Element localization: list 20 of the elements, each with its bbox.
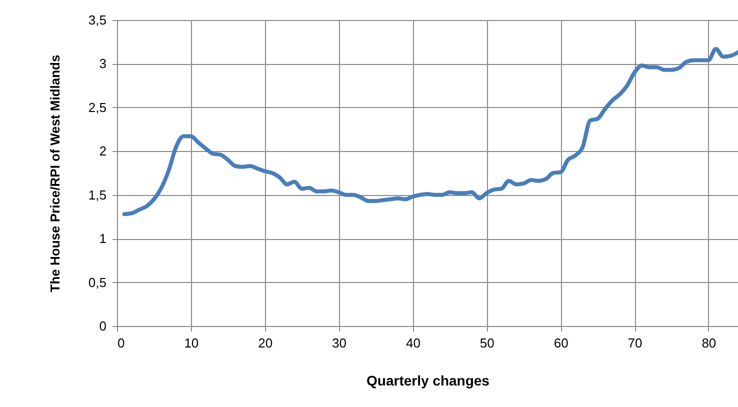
x-tick-label: 70: [628, 336, 642, 350]
x-axis-title: Quarterly changes: [366, 372, 490, 388]
y-tick-label: 1,5: [88, 187, 106, 202]
y-tick-label: 0: [99, 318, 106, 334]
y-tick-label: 2,5: [88, 100, 106, 115]
x-tick-label: 60: [554, 336, 568, 350]
y-tick-label: 1: [99, 231, 106, 246]
x-tick-label: 80: [702, 336, 716, 350]
y-tick-label: 2: [99, 144, 106, 159]
x-tick-label: 10: [184, 336, 199, 350]
y-tick-label: 3: [99, 56, 106, 72]
y-tick-label: 0,5: [88, 274, 106, 290]
x-tick-label: 50: [480, 336, 494, 350]
x-tick-label: 20: [258, 336, 273, 350]
line-series: [122, 46, 738, 216]
x-tick-label: 0: [118, 336, 125, 350]
x-tick-label: 40: [406, 336, 420, 350]
x-tick-label: 30: [332, 336, 347, 350]
y-axis-title: The House Price/RPI of West Midlands: [47, 54, 62, 292]
y-tick-label: 3,5: [88, 12, 106, 28]
